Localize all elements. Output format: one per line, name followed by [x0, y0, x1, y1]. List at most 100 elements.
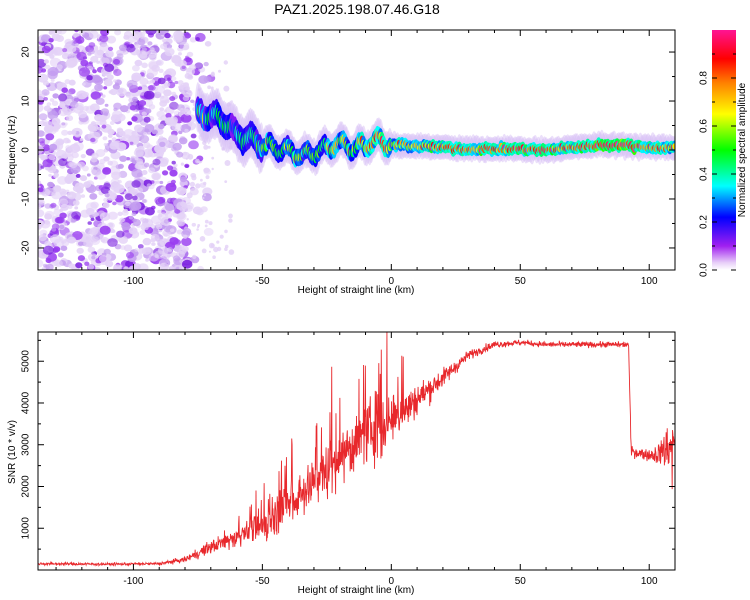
spectrogram-cell — [100, 30, 110, 37]
spectrogram-cell — [118, 44, 127, 52]
spectrogram-cell — [165, 182, 177, 192]
spectrogram-cell — [134, 248, 139, 252]
spectrogram-cell — [105, 50, 114, 58]
spectrogram-cell — [100, 108, 110, 116]
spectrogram-cell — [99, 34, 109, 43]
y-tick-label: 4000 — [21, 391, 32, 414]
spectrogram-cell — [169, 169, 178, 177]
spectrogram-cell — [131, 180, 141, 188]
spectrogram-cell — [74, 206, 79, 210]
spectrogram-cell — [184, 164, 189, 168]
spectrogram-cell — [76, 247, 84, 254]
spectrogram-cell — [113, 58, 120, 65]
spectrogram-cell — [67, 236, 77, 244]
spectrogram-cell — [123, 266, 129, 270]
spectrogram-cell — [38, 47, 42, 51]
spectrogram-cell — [207, 85, 212, 90]
spectrogram-cell — [127, 121, 133, 126]
spectrogram-cell — [178, 137, 188, 145]
spectrogram-cell — [203, 181, 207, 186]
spectrogram-cell — [52, 185, 61, 193]
spectrogram-cell — [91, 255, 96, 260]
spectrogram-cell — [96, 60, 100, 64]
spectrogram-cell — [184, 73, 191, 79]
spectrogram-cell — [65, 59, 76, 69]
spectrogram-cell — [86, 173, 91, 177]
y-tick-label: 20 — [21, 46, 32, 58]
spectrogram-cell — [127, 186, 136, 194]
spectrogram-cell — [672, 143, 675, 150]
spectrogram-cell — [86, 75, 93, 81]
spectrogram-cell — [137, 50, 148, 59]
spectrogram-cell — [203, 144, 209, 150]
spectrogram-cell — [163, 74, 172, 82]
spectrogram-cell — [53, 208, 62, 216]
spectrogram-cell — [171, 56, 180, 64]
spectrogram-cell — [87, 264, 95, 270]
y-tick-label: -10 — [21, 191, 32, 206]
spectrogram-cell — [189, 187, 199, 196]
spectrogram-cell — [87, 246, 96, 253]
spectrogram-cell — [155, 180, 160, 184]
spectrogram-cell — [223, 60, 228, 65]
spectrogram-cell — [143, 162, 150, 168]
colorbar-tick-label: 0.0 — [699, 263, 710, 277]
spectrogram-cell — [38, 89, 43, 96]
spectrogram-cell — [75, 262, 83, 269]
spectrogram-cell — [48, 30, 56, 36]
spectrogram-cell — [59, 224, 65, 229]
spectrogram-cell — [51, 227, 57, 232]
spectrogram-cell — [43, 59, 50, 64]
spectrogram-cell — [92, 211, 99, 218]
spectrogram-cell — [178, 130, 183, 135]
spectrogram-cell — [176, 212, 187, 221]
spectrogram-cell — [38, 187, 44, 193]
spectrogram-cell — [149, 47, 155, 52]
spectrogram-cell — [81, 82, 86, 86]
y-tick-label: 2000 — [21, 475, 32, 498]
spectrogram-cell — [108, 222, 113, 227]
spectrogram-cell — [134, 163, 142, 170]
spectrogram-cell — [113, 79, 117, 83]
spectrogram-cell — [151, 242, 156, 246]
spectrogram-cell — [129, 157, 136, 163]
spectrogram-cell — [203, 168, 211, 175]
spectrogram-cell — [104, 193, 110, 198]
spectrogram-cell — [40, 165, 45, 169]
spectrogram-cell — [158, 123, 165, 130]
spectrogram-cell — [80, 154, 86, 159]
spectrogram-cell — [211, 71, 215, 76]
spectrogram-cell — [131, 116, 138, 122]
x-tick-label: 50 — [515, 576, 527, 587]
spectrogram-cell — [158, 68, 164, 74]
spectrogram-cell — [90, 156, 98, 163]
spectrogram-cell — [163, 238, 169, 243]
spectrogram-cell — [43, 97, 48, 101]
spectrogram-cell — [75, 102, 84, 111]
spectrogram-cell — [164, 117, 175, 126]
spectrogram-cell — [224, 229, 228, 234]
spectrogram-cell — [150, 215, 162, 225]
spectrogram-cell — [66, 115, 74, 122]
spectrogram-cell — [80, 194, 86, 198]
spectrogram-cell — [149, 54, 157, 61]
spectrogram-cell — [98, 185, 106, 191]
spectrogram-cell — [141, 250, 147, 254]
spectrogram-cell — [99, 212, 111, 221]
spectrogram-cell — [182, 95, 190, 102]
spectrogram-cell — [38, 137, 45, 144]
spectrogram-cell — [130, 201, 142, 211]
spectrogram-cell — [176, 219, 186, 227]
spectrogram-cell — [94, 83, 104, 92]
spectrogram-cell — [114, 195, 124, 203]
spectrogram-cell — [90, 55, 99, 63]
spectrogram-cell — [182, 187, 187, 192]
spectrogram-cell — [141, 62, 148, 69]
spectrogram-cell — [104, 103, 109, 107]
spectrogram-cell — [173, 110, 181, 117]
spectrogram-cell — [218, 69, 221, 73]
spectrogram-cell — [102, 136, 108, 141]
spectrogram-cell — [143, 90, 155, 100]
spectrogram-cell — [89, 227, 99, 235]
spectrogram-cell — [38, 163, 43, 171]
